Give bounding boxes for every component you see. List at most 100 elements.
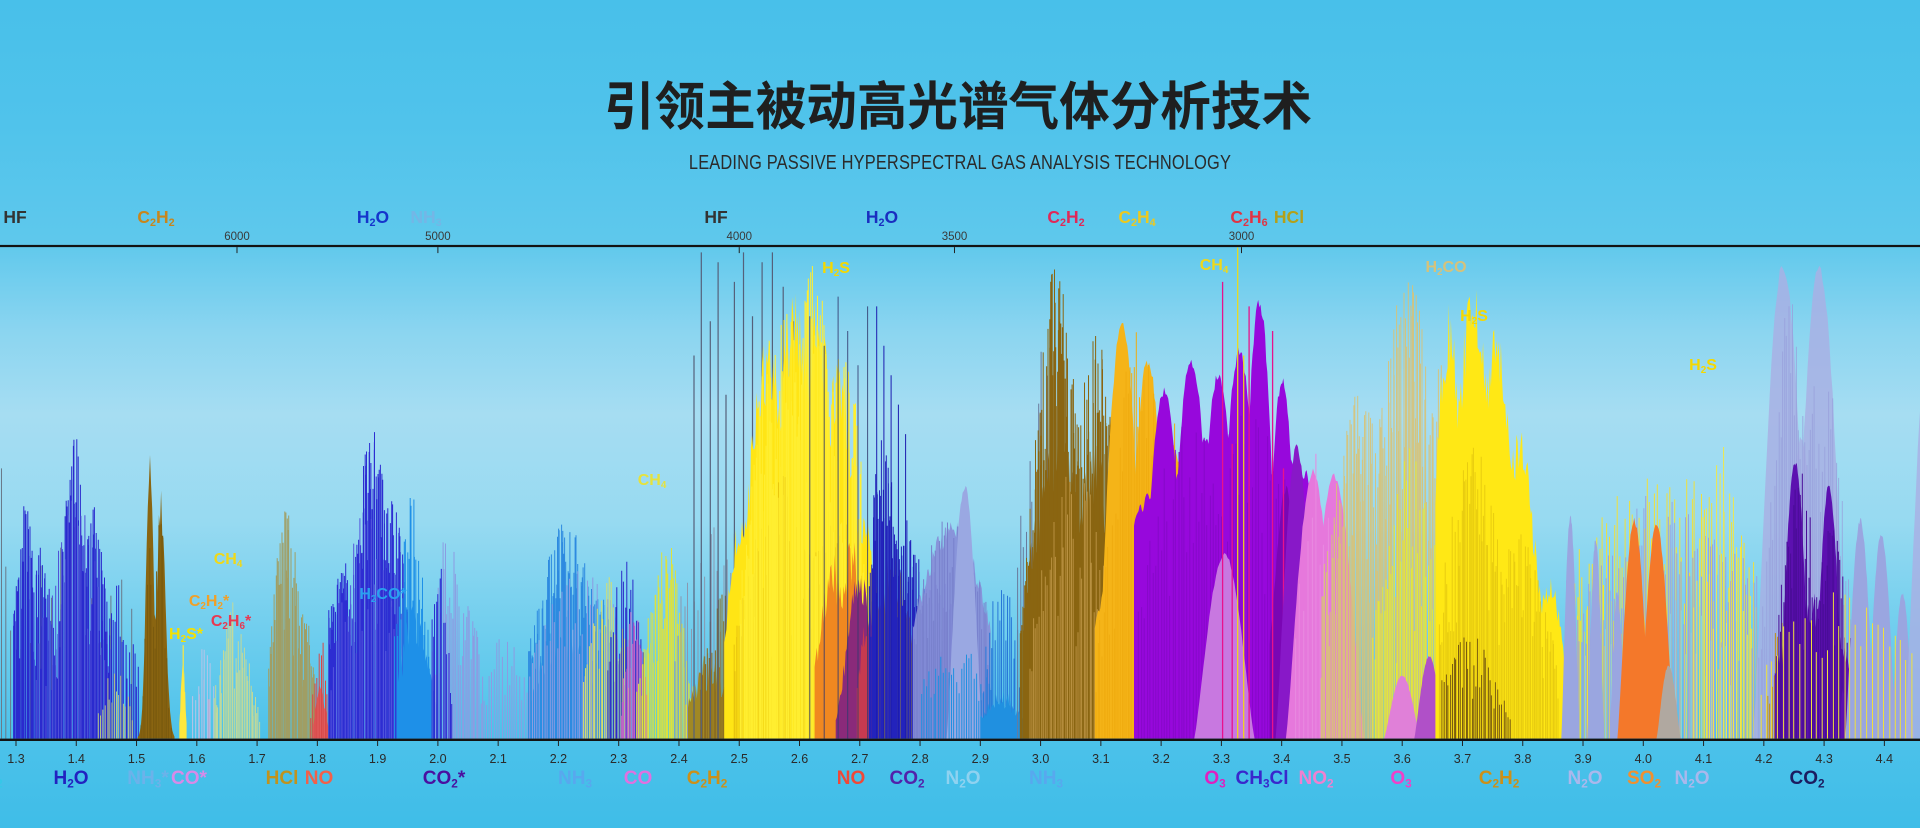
bottom-gas-label: N2​O bbox=[1674, 768, 1709, 790]
bottom-axis-tick bbox=[1100, 741, 1102, 746]
bottom-axis-tick bbox=[1461, 741, 1463, 746]
bottom-tick-label: 1.5 bbox=[128, 752, 145, 766]
title-glyph bbox=[908, 80, 957, 130]
bottom-tick-label: 4.4 bbox=[1876, 752, 1893, 766]
bottom-gas-label: CO* bbox=[171, 768, 208, 789]
bottom-gas-label: NO2​ bbox=[1298, 768, 1334, 790]
bottom-axis-tick bbox=[75, 741, 77, 746]
bottom-gas-label: CO bbox=[624, 768, 653, 789]
bottom-axis-tick bbox=[377, 741, 379, 746]
bottom-axis-tick bbox=[196, 741, 198, 746]
bottom-tick-label: 4.1 bbox=[1695, 752, 1712, 766]
bottom-axis-tick bbox=[799, 741, 801, 746]
gas-band bbox=[97, 673, 133, 739]
plot-gas-label: H2​CO* bbox=[359, 586, 407, 605]
plot-gas-label: H2​S* bbox=[169, 626, 204, 645]
bottom-axis-tick bbox=[738, 741, 740, 746]
top-axis-tick bbox=[953, 247, 955, 254]
plot-gas-label: CH4​ bbox=[1200, 257, 1229, 276]
bottom-gas-label: N2​O bbox=[1567, 768, 1602, 790]
bottom-axis-line bbox=[0, 738, 1920, 741]
title-glyph bbox=[1059, 80, 1110, 130]
gas-labels: HF C2​H2​ H2​O NH3​ HF H2​O C2​H2​ C2​H4​ C2​H6​… bbox=[0, 207, 1825, 790]
gas-dome bbox=[1904, 411, 1920, 739]
page-title-glyphs bbox=[607, 79, 1311, 130]
bottom-gas-label: O3​ bbox=[1204, 768, 1226, 790]
bottom-tick-label: 3.8 bbox=[1514, 752, 1531, 766]
bottom-tick-label: 4.3 bbox=[1815, 752, 1832, 766]
bottom-axis-tick bbox=[1883, 741, 1885, 746]
bottom-gas-label: NH3​ bbox=[558, 768, 592, 790]
plot-gas-label: CH4​ bbox=[214, 551, 243, 570]
bottom-gas-label: NH3​ bbox=[1029, 768, 1063, 790]
bottom-tick-label: 2.3 bbox=[610, 752, 627, 766]
top-axis-line bbox=[0, 244, 1920, 248]
gas-band bbox=[483, 639, 528, 739]
bottom-tick-label: 2.9 bbox=[972, 752, 989, 766]
top-tick-label: 5000 bbox=[425, 231, 451, 243]
bottom-gas-label: O3​ bbox=[1390, 768, 1412, 790]
gas-dome bbox=[1656, 665, 1681, 739]
bottom-axis-tick bbox=[1522, 741, 1524, 746]
gas-dome bbox=[1587, 540, 1605, 739]
bottom-gas-label: SO2​ bbox=[1627, 768, 1661, 790]
bottom-gas-label: NO bbox=[305, 768, 334, 789]
top-gas-label: NH3​ bbox=[410, 207, 441, 229]
gas-dome bbox=[1384, 675, 1421, 739]
gas-dome bbox=[1866, 535, 1897, 739]
bottom-axis-tick bbox=[919, 741, 921, 746]
title-glyph bbox=[1161, 80, 1210, 130]
top-gas-label: HF bbox=[3, 207, 27, 227]
bottom-axis-tick bbox=[1341, 741, 1343, 746]
title-glyph bbox=[707, 80, 754, 128]
bottom-tick-label: 2.6 bbox=[791, 752, 808, 766]
bottom-tick-label: 3.4 bbox=[1273, 752, 1290, 766]
top-tick-label: 3500 bbox=[942, 231, 968, 243]
bottom-tick-label: 2.7 bbox=[851, 752, 868, 766]
bottom-gas-label: N2​O bbox=[945, 768, 980, 790]
gas-band bbox=[192, 649, 217, 739]
bottom-gas-label: NH3​* bbox=[127, 768, 169, 790]
gas-lines bbox=[1237, 247, 1245, 739]
gas-band bbox=[13, 506, 56, 739]
bottom-tick-label: 2.8 bbox=[911, 752, 928, 766]
bottom-gas-label: C2​H2​ bbox=[687, 768, 728, 790]
bottom-axis-tick bbox=[1220, 741, 1222, 746]
bottom-tick-label: 1.9 bbox=[369, 752, 386, 766]
title-glyph bbox=[1009, 80, 1058, 130]
bottom-axis-tick bbox=[1763, 741, 1765, 746]
bottom-tick-label: 2.2 bbox=[550, 752, 567, 766]
page-subtitle: LEADING PASSIVE HYPERSPECTRAL GAS ANALYS… bbox=[688, 152, 1232, 174]
bottom-gas-label: C2​H2​ bbox=[1479, 768, 1520, 790]
plot-gas-label: CH4​ bbox=[638, 472, 667, 491]
top-gas-label: H2​O bbox=[357, 207, 389, 229]
title-glyph bbox=[756, 80, 806, 130]
bottom-axis-tick bbox=[256, 741, 258, 746]
gas-dome bbox=[1194, 553, 1255, 739]
bottom-tick-label: 3.3 bbox=[1213, 752, 1230, 766]
top-axis-tick bbox=[738, 247, 740, 254]
bottom-tick-label: 3.5 bbox=[1333, 752, 1350, 766]
plot-gas-label: H2​CO bbox=[1425, 259, 1466, 278]
plot-gas-label: H2​S bbox=[1689, 357, 1717, 376]
bottom-axis-tick bbox=[15, 741, 17, 746]
gas-band bbox=[268, 511, 315, 739]
gas-band bbox=[1438, 447, 1559, 739]
bottom-axis-tick bbox=[1703, 741, 1705, 746]
bottom-tick-label: 4.2 bbox=[1755, 752, 1772, 766]
gas-dome bbox=[946, 485, 983, 739]
bottom-gas-label: O2​ bbox=[0, 768, 3, 790]
title-glyph bbox=[607, 81, 649, 130]
bottom-axis-tick bbox=[1582, 741, 1584, 746]
bottom-axis-tick bbox=[1401, 741, 1403, 746]
bottom-axis-tick bbox=[497, 741, 499, 746]
bottom-tick-label: 1.4 bbox=[68, 752, 85, 766]
bottom-tick-label: 3.2 bbox=[1152, 752, 1169, 766]
bottom-gas-label: CO2​ bbox=[1789, 768, 1825, 790]
top-gas-label: C2​H4​ bbox=[1118, 207, 1155, 229]
bottom-tick-label: 1.8 bbox=[309, 752, 326, 766]
title-glyph bbox=[1212, 80, 1261, 130]
bottom-tick-label: 2.0 bbox=[429, 752, 446, 766]
bottom-tick-label: 2.1 bbox=[489, 752, 506, 766]
